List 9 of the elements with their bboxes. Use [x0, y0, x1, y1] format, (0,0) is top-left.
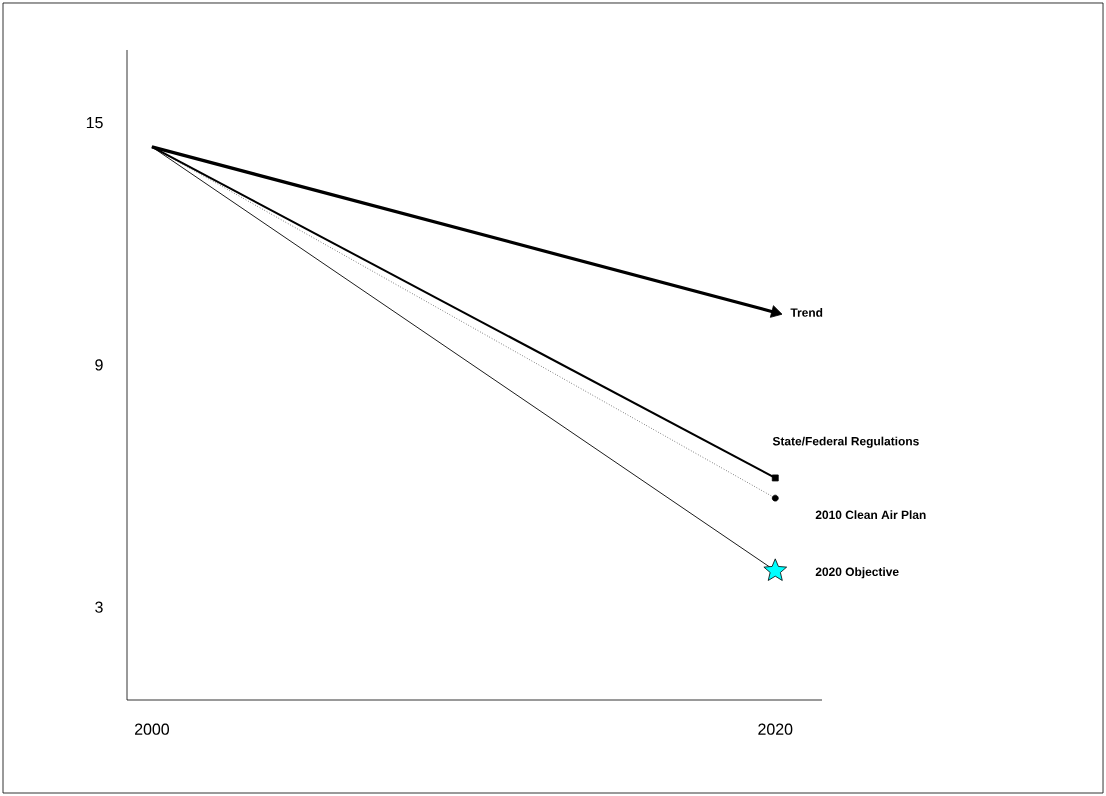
y-tick-label: 3 — [95, 601, 103, 613]
text: 2020 Objective — [815, 567, 899, 579]
y-tick-label: 15 — [86, 117, 103, 129]
y-tick-label: 9 — [95, 359, 103, 371]
x-tick-label: 2000 — [135, 723, 170, 735]
x-tick-label: 2020 — [758, 723, 793, 735]
text: 2010 Clean Air Plan — [815, 510, 926, 520]
series-label: Trend — [790, 308, 823, 317]
text: State/Federal Regulations — [772, 436, 919, 448]
